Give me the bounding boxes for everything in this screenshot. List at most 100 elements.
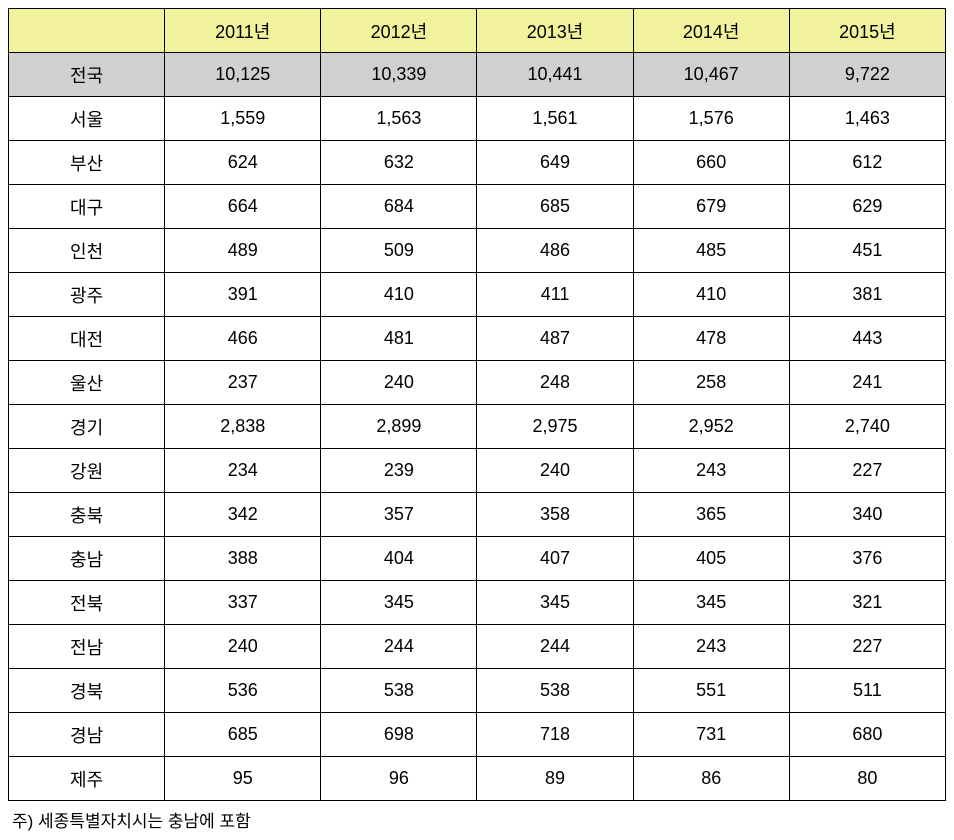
row-cell: 2,952 <box>633 405 789 449</box>
row-label: 충남 <box>9 537 165 581</box>
row-label: 인천 <box>9 229 165 273</box>
row-label: 서울 <box>9 97 165 141</box>
row-cell: 345 <box>633 581 789 625</box>
row-cell: 551 <box>633 669 789 713</box>
row-cell: 1,561 <box>477 97 633 141</box>
row-cell: 391 <box>165 273 321 317</box>
row-label: 대구 <box>9 185 165 229</box>
row-cell: 685 <box>165 713 321 757</box>
row-cell: 337 <box>165 581 321 625</box>
table-row: 울산237240248258241 <box>9 361 946 405</box>
row-cell: 405 <box>633 537 789 581</box>
data-table: 2011년 2012년 2013년 2014년 2015년 전국 10,125 … <box>8 8 946 801</box>
row-cell: 321 <box>789 581 945 625</box>
row-cell: 381 <box>789 273 945 317</box>
row-cell: 685 <box>477 185 633 229</box>
row-cell: 451 <box>789 229 945 273</box>
row-cell: 632 <box>321 141 477 185</box>
row-cell: 340 <box>789 493 945 537</box>
row-cell: 365 <box>633 493 789 537</box>
row-cell: 358 <box>477 493 633 537</box>
header-empty <box>9 9 165 53</box>
row-label: 제주 <box>9 757 165 801</box>
row-cell: 443 <box>789 317 945 361</box>
table-body: 전국 10,125 10,339 10,441 10,467 9,722 서울1… <box>9 53 946 801</box>
table-row: 부산624632649660612 <box>9 141 946 185</box>
table-row: 경북536538538551511 <box>9 669 946 713</box>
row-cell: 649 <box>477 141 633 185</box>
row-cell: 407 <box>477 537 633 581</box>
row-cell: 679 <box>633 185 789 229</box>
table-header-row: 2011년 2012년 2013년 2014년 2015년 <box>9 9 946 53</box>
header-year-2014: 2014년 <box>633 9 789 53</box>
table-row: 전남240244244243227 <box>9 625 946 669</box>
row-label: 광주 <box>9 273 165 317</box>
row-label: 강원 <box>9 449 165 493</box>
row-cell: 664 <box>165 185 321 229</box>
row-label: 대전 <box>9 317 165 361</box>
total-cell: 10,441 <box>477 53 633 97</box>
total-cell: 10,467 <box>633 53 789 97</box>
table-row: 인천489509486485451 <box>9 229 946 273</box>
row-cell: 1,576 <box>633 97 789 141</box>
row-cell: 240 <box>321 361 477 405</box>
header-year-2011: 2011년 <box>165 9 321 53</box>
row-cell: 486 <box>477 229 633 273</box>
row-cell: 89 <box>477 757 633 801</box>
row-cell: 624 <box>165 141 321 185</box>
row-cell: 731 <box>633 713 789 757</box>
row-cell: 388 <box>165 537 321 581</box>
total-label: 전국 <box>9 53 165 97</box>
row-label: 경남 <box>9 713 165 757</box>
table-row: 서울1,5591,5631,5611,5761,463 <box>9 97 946 141</box>
row-label: 전북 <box>9 581 165 625</box>
row-cell: 241 <box>789 361 945 405</box>
row-cell: 227 <box>789 625 945 669</box>
row-cell: 680 <box>789 713 945 757</box>
row-label: 전남 <box>9 625 165 669</box>
row-cell: 478 <box>633 317 789 361</box>
table-row: 경기2,8382,8992,9752,9522,740 <box>9 405 946 449</box>
table-row: 광주391410411410381 <box>9 273 946 317</box>
row-cell: 410 <box>633 273 789 317</box>
header-year-2013: 2013년 <box>477 9 633 53</box>
row-cell: 2,838 <box>165 405 321 449</box>
row-cell: 698 <box>321 713 477 757</box>
row-cell: 511 <box>789 669 945 713</box>
row-cell: 536 <box>165 669 321 713</box>
row-cell: 95 <box>165 757 321 801</box>
row-label: 울산 <box>9 361 165 405</box>
row-cell: 1,563 <box>321 97 477 141</box>
row-cell: 2,740 <box>789 405 945 449</box>
row-cell: 345 <box>321 581 477 625</box>
row-cell: 509 <box>321 229 477 273</box>
row-cell: 466 <box>165 317 321 361</box>
row-cell: 258 <box>633 361 789 405</box>
row-cell: 2,975 <box>477 405 633 449</box>
row-cell: 684 <box>321 185 477 229</box>
row-cell: 404 <box>321 537 477 581</box>
row-cell: 345 <box>477 581 633 625</box>
row-label: 부산 <box>9 141 165 185</box>
row-cell: 1,559 <box>165 97 321 141</box>
total-cell: 10,339 <box>321 53 477 97</box>
row-cell: 481 <box>321 317 477 361</box>
table-total-row: 전국 10,125 10,339 10,441 10,467 9,722 <box>9 53 946 97</box>
row-cell: 240 <box>477 449 633 493</box>
row-label: 충북 <box>9 493 165 537</box>
table-row: 전북337345345345321 <box>9 581 946 625</box>
row-cell: 240 <box>165 625 321 669</box>
row-cell: 86 <box>633 757 789 801</box>
table-row: 강원234239240243227 <box>9 449 946 493</box>
row-cell: 538 <box>477 669 633 713</box>
row-cell: 411 <box>477 273 633 317</box>
row-cell: 487 <box>477 317 633 361</box>
row-cell: 1,463 <box>789 97 945 141</box>
row-cell: 489 <box>165 229 321 273</box>
row-cell: 227 <box>789 449 945 493</box>
row-cell: 244 <box>321 625 477 669</box>
row-cell: 410 <box>321 273 477 317</box>
row-cell: 96 <box>321 757 477 801</box>
row-cell: 248 <box>477 361 633 405</box>
row-cell: 80 <box>789 757 945 801</box>
